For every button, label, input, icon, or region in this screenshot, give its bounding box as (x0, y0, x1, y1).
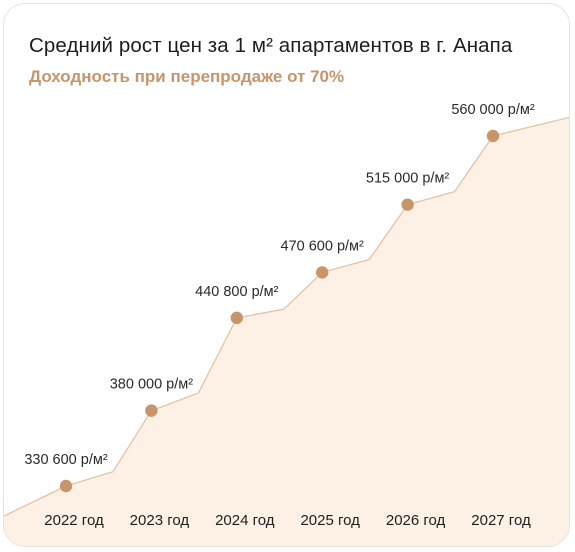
series-line (4, 116, 569, 517)
data-label: 440 800 р/м² (195, 284, 279, 300)
x-tick-label: 2023 год (130, 512, 190, 529)
data-point (316, 266, 329, 279)
x-tick-label: 2026 год (386, 512, 446, 529)
data-label: 330 600 р/м² (24, 452, 108, 468)
data-point (401, 198, 414, 211)
x-tick-label: 2025 год (300, 512, 360, 529)
chart-subtitle: Доходность при перепродаже от 70% (29, 67, 345, 86)
x-tick-label: 2022 год (44, 512, 104, 529)
data-label: 380 000 р/м² (110, 377, 194, 393)
data-point (486, 129, 500, 143)
chart-card: Средний рост цен за 1 м² апартаментов в … (3, 3, 570, 547)
data-point (145, 404, 158, 417)
data-point (230, 311, 243, 325)
data-label: 515 000 р/м² (366, 171, 450, 187)
price-growth-chart: 330 600 р/м² 380 000 р/м² 440 800 р/м² 470 … (4, 102, 569, 546)
data-label: 560 000 р/м² (451, 102, 535, 118)
data-point (59, 479, 73, 493)
x-tick-label: 2024 год (215, 512, 275, 529)
data-label: 470 600 р/м² (281, 238, 365, 254)
area-fill (4, 117, 569, 546)
x-tick-label: 2027 год (471, 512, 531, 529)
chart-title: Средний рост цен за 1 м² апартаментов в … (29, 34, 513, 57)
